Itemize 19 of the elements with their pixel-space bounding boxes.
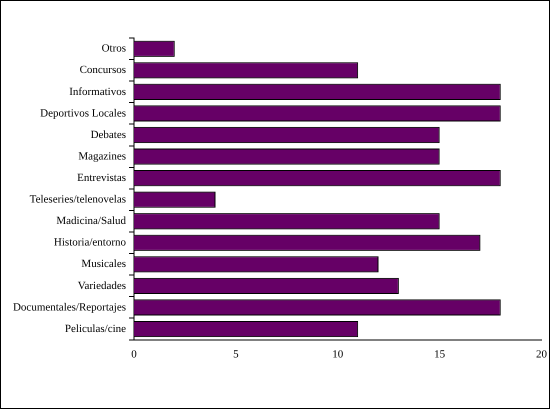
x-tick-label: 10 <box>332 348 344 360</box>
y-tick-label: Musicales <box>81 258 126 270</box>
y-tick-label: Debates <box>90 128 126 141</box>
y-tick-label: Historia/entorno <box>54 236 127 249</box>
x-tick-label: 0 <box>131 348 138 360</box>
y-tick-label: Peliculas/cine <box>64 322 126 335</box>
y-tick-label: Magazines <box>78 150 126 162</box>
x-tick-label: 20 <box>536 348 548 360</box>
y-tick-label: Documentales/Reportajes <box>12 301 126 314</box>
y-tick-label: Entrevistas <box>77 172 126 184</box>
y-tick-label: Informativos <box>69 86 126 98</box>
y-tick-label: Deportivos Locales <box>40 107 126 120</box>
y-tick-label: Madicina/Salud <box>56 215 127 228</box>
y-tick-label: Concursos <box>80 64 126 76</box>
x-tick-label: 5 <box>233 348 240 360</box>
y-tick-label: Variedades <box>78 280 126 292</box>
y-tick-label: Teleseries/telenovelas <box>30 194 126 206</box>
y-tick-label: Otros <box>102 42 126 55</box>
x-tick-label: 15 <box>434 348 446 360</box>
